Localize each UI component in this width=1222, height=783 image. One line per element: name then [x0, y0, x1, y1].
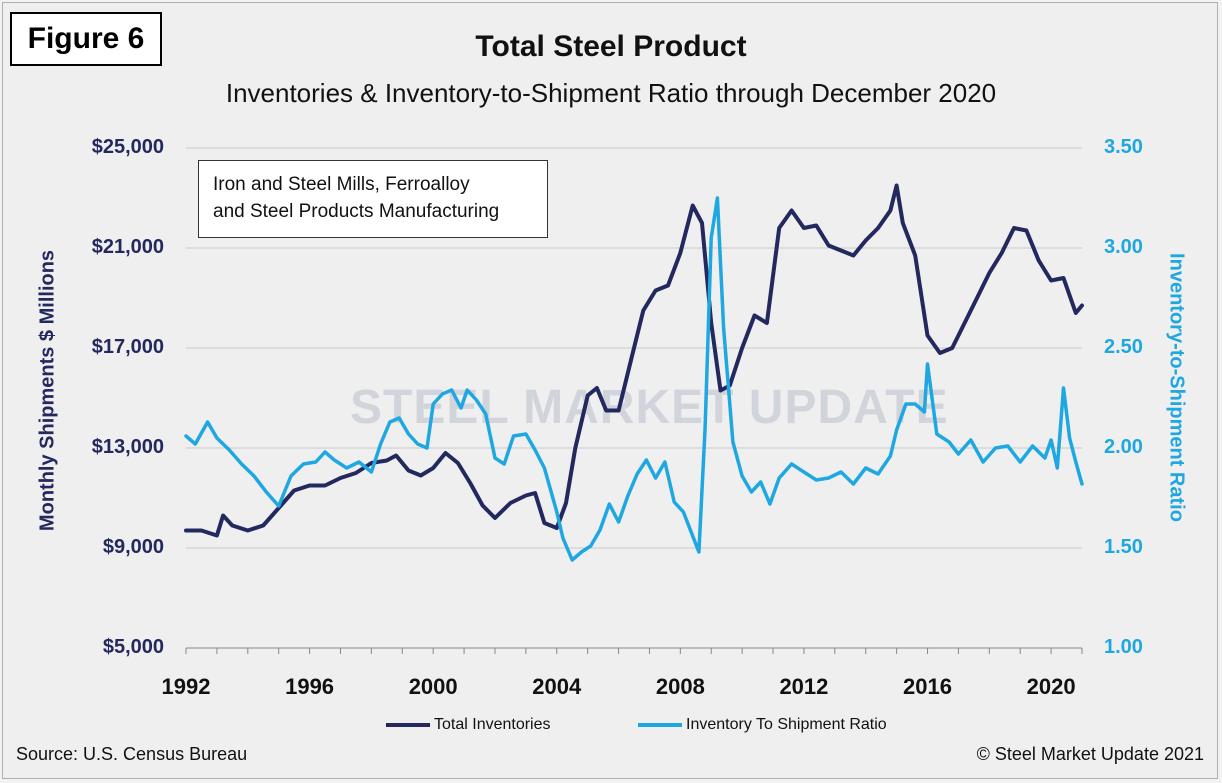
y-tick-label-right: 1.50 [1104, 536, 1143, 558]
x-tick-label: 2004 [532, 674, 582, 699]
y-tick-label-right: 1.00 [1104, 636, 1143, 658]
y-tick-label-left: $17,000 [91, 336, 164, 358]
x-tick-label: 1992 [161, 674, 211, 699]
y-tick-label-left: $21,000 [91, 236, 164, 258]
x-tick-label: 1996 [285, 674, 335, 699]
y-tick-label-left: $5,000 [102, 636, 164, 658]
series-line-inventories [184, 183, 1084, 538]
y-tick-label-right: 3.00 [1104, 236, 1143, 258]
x-tick-label: 2020 [1026, 674, 1076, 699]
y-axis-right-label: Inventory-to-Shipment Ratio [1165, 253, 1188, 522]
y-tick-label-right: 3.50 [1104, 136, 1143, 158]
legend: Total Inventories Inventory To Shipment … [0, 716, 1222, 738]
y-tick-label-right: 2.00 [1104, 436, 1143, 458]
x-tick-label: 2008 [655, 674, 705, 699]
y-tick-label-left: $9,000 [102, 536, 164, 558]
x-tick-label: 2012 [779, 674, 829, 699]
figure-label: Figure 6 [10, 12, 162, 66]
legend-item-inventories: Total Inventories [386, 716, 551, 734]
x-tick-label: 2016 [903, 674, 952, 699]
annotation-line-1: Iron and Steel Mills, Ferroalloy [213, 174, 470, 195]
legend-label-inventories: Total Inventories [434, 716, 551, 733]
legend-item-ratio: Inventory To Shipment Ratio [638, 716, 887, 734]
y-tick-label-left: $13,000 [91, 436, 164, 458]
y-axis-left-label: Monthly Shipments $ Millions [36, 249, 59, 532]
chart-title: Total Steel Product [475, 30, 747, 63]
y-tick-label-left: $25,000 [91, 136, 164, 158]
source-note: Source: U.S. Census Bureau [16, 744, 248, 764]
legend-label-ratio: Inventory To Shipment Ratio [686, 716, 887, 733]
series-line-ratio [184, 196, 1084, 562]
y-tick-label-right: 2.50 [1104, 336, 1143, 358]
chart-subtitle: Inventories & Inventory-to-Shipment Rati… [225, 78, 997, 108]
annotation-box: Iron and Steel Mills, Ferroalloy and Ste… [198, 160, 548, 238]
copyright-note: © Steel Market Update 2021 [976, 744, 1204, 764]
legend-swatch-inventories [386, 723, 430, 727]
annotation-line-2: and Steel Products Manufacturing [213, 201, 500, 222]
legend-swatch-ratio [638, 723, 682, 727]
x-tick-label: 2000 [408, 674, 458, 699]
